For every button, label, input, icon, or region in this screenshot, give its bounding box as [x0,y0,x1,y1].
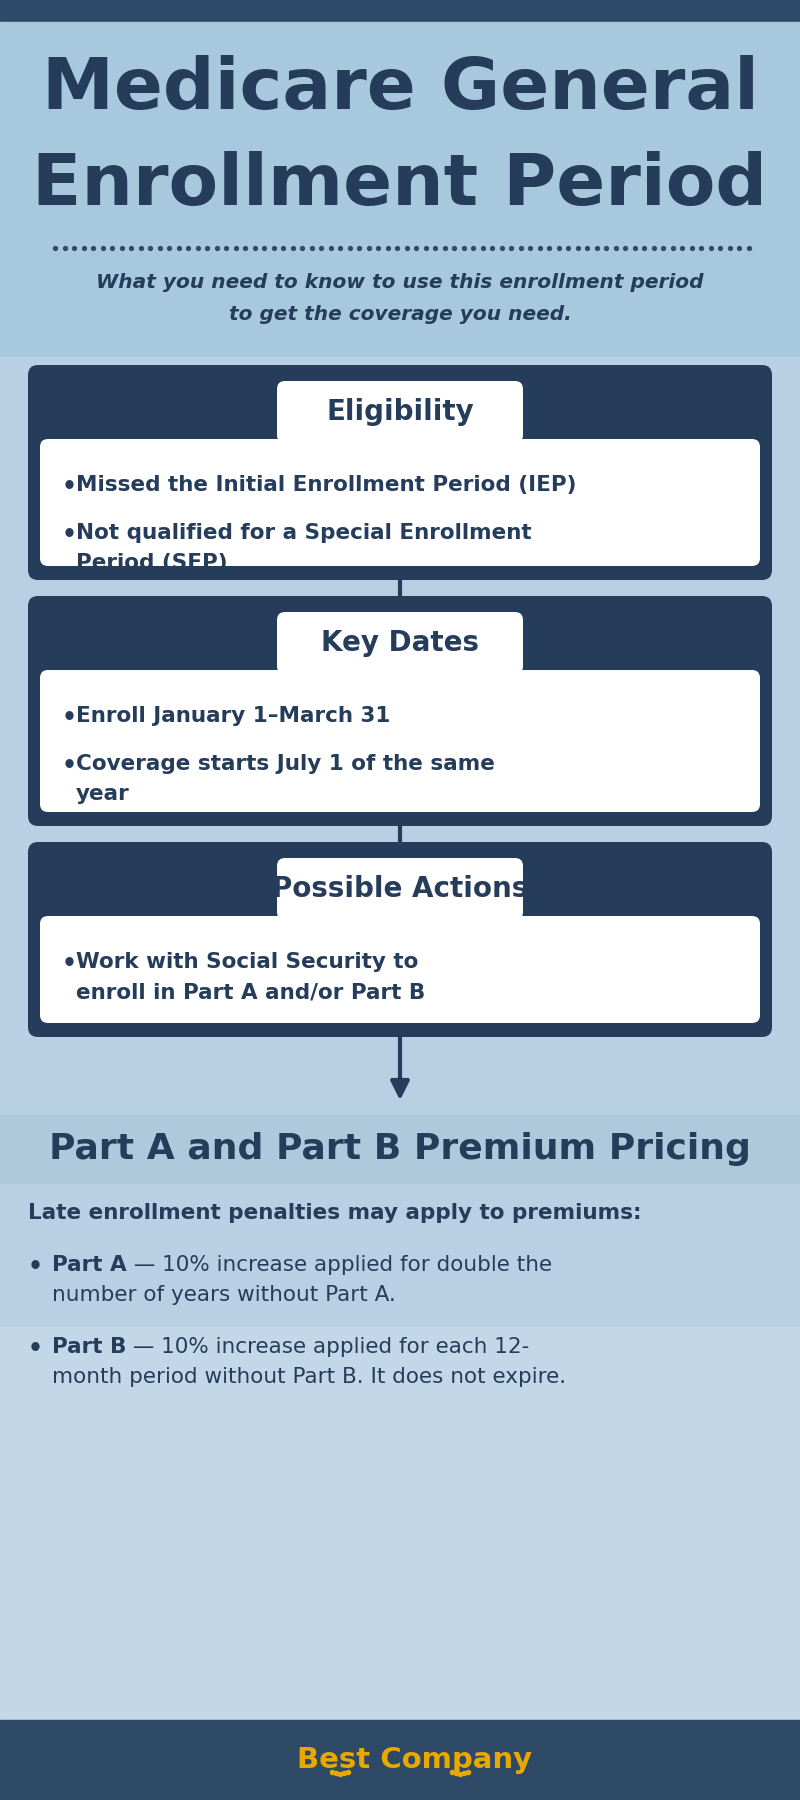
Bar [0,1327,800,1721]
Text: Enrollment Period: Enrollment Period [33,151,767,220]
Bar [0,1114,800,1183]
Bar [0,1721,800,1800]
Text: •: • [62,754,77,778]
Text: Medicare General: Medicare General [42,56,758,124]
Text: Eligibility: Eligibility [326,398,474,427]
FancyBboxPatch shape [28,842,772,1037]
Text: •: • [28,1337,43,1361]
Text: •: • [62,952,77,976]
FancyBboxPatch shape [28,365,772,580]
Text: •: • [62,706,77,731]
Text: Enroll January 1–March 31: Enroll January 1–March 31 [76,706,390,725]
FancyBboxPatch shape [277,382,523,443]
Text: Period (SEP): Period (SEP) [76,553,228,572]
Text: Part A: Part A [52,1255,126,1274]
Text: year: year [76,785,130,805]
Text: enroll in Part A and/or Part B: enroll in Part A and/or Part B [76,983,426,1003]
FancyBboxPatch shape [28,596,772,826]
Text: Part A and Part B Premium Pricing: Part A and Part B Premium Pricing [49,1132,751,1166]
Text: What you need to know to use this enrollment period: What you need to know to use this enroll… [96,274,704,292]
Text: to get the coverage you need.: to get the coverage you need. [229,306,571,324]
Bar [0,0,800,22]
FancyBboxPatch shape [277,859,523,920]
Text: Late enrollment penalties may apply to premiums:: Late enrollment penalties may apply to p… [28,1202,642,1222]
Text: Part B: Part B [52,1337,126,1357]
Bar [0,22,800,356]
Text: month period without Part B. It does not expire.: month period without Part B. It does not… [52,1366,566,1388]
Text: •: • [28,1255,43,1280]
Text: number of years without Part A.: number of years without Part A. [52,1285,396,1305]
FancyBboxPatch shape [40,439,760,565]
Text: Work with Social Security to: Work with Social Security to [76,952,418,972]
Text: Best Company: Best Company [298,1746,533,1775]
Text: Not qualified for a Special Enrollment: Not qualified for a Special Enrollment [76,524,532,544]
Bar [0,356,800,1327]
Text: — 10% increase applied for each 12-: — 10% increase applied for each 12- [126,1337,530,1357]
Text: Missed the Initial Enrollment Period (IEP): Missed the Initial Enrollment Period (IE… [76,475,577,495]
Text: Coverage starts July 1 of the same: Coverage starts July 1 of the same [76,754,495,774]
FancyBboxPatch shape [277,612,523,673]
Text: •: • [62,475,77,499]
Text: Key Dates: Key Dates [321,628,479,657]
Text: •: • [62,524,77,547]
Text: — 10% increase applied for double the: — 10% increase applied for double the [126,1255,552,1274]
FancyBboxPatch shape [40,916,760,1022]
Text: Possible Actions: Possible Actions [272,875,528,904]
FancyBboxPatch shape [40,670,760,812]
